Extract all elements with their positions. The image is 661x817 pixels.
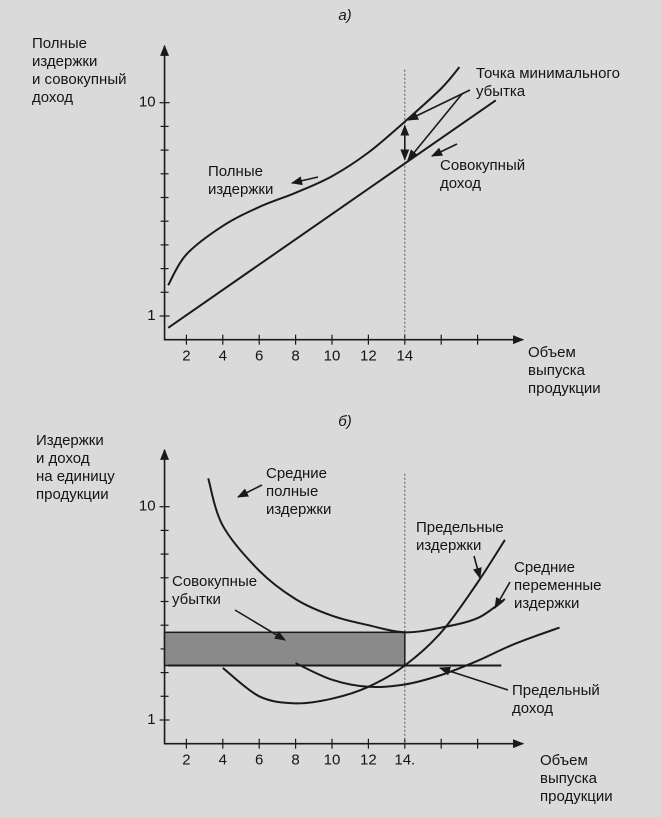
x-tick-label: 10 (324, 752, 341, 769)
curve-label: Средние переменные издержки (514, 559, 606, 612)
x-tick-label: 12 (360, 348, 377, 365)
curve-label: Предельный доход (512, 682, 604, 717)
pointer-arrow (406, 89, 471, 121)
chart-panel: а) 2 4 6 8 10 12 14 1 10 (139, 7, 525, 365)
loss-area (163, 631, 406, 667)
annotation: Совокупные убытки (172, 573, 261, 608)
curve-label: Предельные издержки (416, 519, 508, 554)
x-tick-label: 8 (291, 348, 299, 365)
pointer-arrow (430, 143, 458, 157)
x-tick-label: 14 (396, 348, 413, 365)
x-tick-label: 6 (255, 752, 263, 769)
pointer-arrow (290, 176, 319, 186)
x-tick-label: 10 (324, 348, 341, 365)
pointer-arrow (438, 666, 509, 691)
y-tick-label: 1 (147, 711, 155, 728)
curve (167, 66, 461, 286)
y-tick-label: 10 (139, 94, 156, 111)
curve (207, 477, 506, 634)
pointer-arrow (473, 555, 482, 580)
axes (160, 44, 525, 345)
pointer-arrow (494, 581, 511, 609)
pointer-arrow (234, 609, 286, 641)
y-axis-label: Полные издержки и совокупный доход (32, 35, 131, 106)
x-tick-label: 2 (182, 752, 190, 769)
x-tick-label: 8 (291, 752, 299, 769)
curve-label: Средние полные издержки (266, 465, 331, 518)
x-tick-label: 6 (255, 348, 263, 365)
curve (167, 99, 497, 329)
axes (160, 448, 525, 749)
y-tick-label: 1 (147, 307, 155, 324)
x-axis-label: Объем выпуска продукции (540, 752, 613, 805)
pointer-arrow (236, 484, 263, 498)
chart-title: а) (338, 7, 351, 24)
x-tick-label: 2 (182, 348, 190, 365)
curve (222, 539, 506, 705)
x-tick-label: 12 (360, 752, 377, 769)
annotation: Точка минимального убытка (476, 65, 624, 100)
curve (295, 626, 560, 689)
x-tick-label: 14. (394, 752, 415, 769)
curve-label: Совокупный доход (440, 157, 529, 192)
chart-title: б) (338, 413, 351, 430)
curve-label: Полные издержки (208, 163, 273, 198)
pointer-arrow (407, 93, 463, 161)
x-axis-label: Объем выпуска продукции (528, 344, 601, 397)
x-tick-label: 4 (219, 752, 227, 769)
x-tick-label: 4 (219, 348, 227, 365)
y-tick-label: 10 (139, 498, 156, 515)
y-axis-label: Издержки и доход на единицу продукции (36, 432, 119, 503)
chart-panel: б) 2 4 6 8 10 12 14. 1 10 (139, 413, 560, 769)
